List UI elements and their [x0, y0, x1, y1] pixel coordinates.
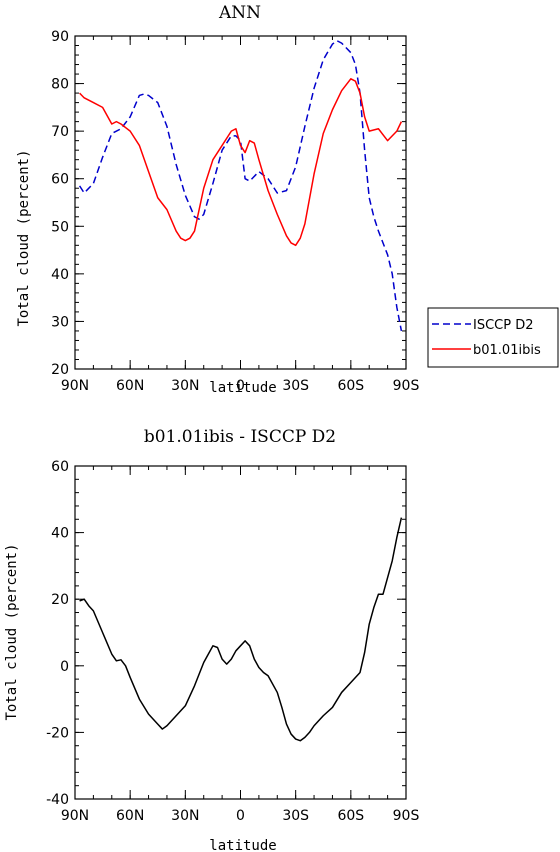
- x-tick-label: 60N: [116, 808, 144, 824]
- x-tick-label: 90N: [61, 378, 89, 394]
- y-tick-label: -20: [46, 725, 69, 741]
- chart-panel-annual-cloud: ANN Total cloud (percent) latitude 20 30 4…: [16, 3, 559, 396]
- y-tick-label: -40: [46, 792, 69, 808]
- y-tick-label: 60: [51, 172, 69, 188]
- legend-box: [427, 307, 559, 368]
- y-tick-label: 40: [51, 267, 69, 283]
- chart-title-diff: b01.01ibis - ISCCP D2: [144, 427, 336, 447]
- y-tick-label: 30: [51, 314, 69, 330]
- legend-label-b01: b01.01ibis: [473, 343, 541, 358]
- plot-frame: [74, 35, 407, 370]
- x-tick-label: 90S: [393, 808, 420, 824]
- x-tick-label: 90N: [61, 808, 89, 824]
- y-axis-label: Total cloud (percent): [4, 543, 20, 720]
- x-tick-label: 30N: [171, 378, 199, 394]
- series-line-b01-01ibis: [79, 78, 403, 247]
- axes-ticks: 20 30 40 50 60 70 80 90 90N 60N 30N 0 30S 60S 90S: [51, 29, 419, 394]
- x-tick-label: 0: [236, 808, 245, 824]
- x-tick-label: 60S: [337, 378, 364, 394]
- chart-title-ann: ANN: [218, 3, 261, 23]
- y-tick-label: 80: [51, 77, 69, 93]
- plot-frame: [74, 465, 407, 800]
- series-line-difference: [79, 517, 403, 742]
- y-tick-label: 70: [51, 124, 69, 140]
- y-axis-label: Total cloud (percent): [16, 149, 32, 326]
- legend: ISCCP D2 b01.01ibis: [427, 307, 559, 368]
- y-tick-label: 60: [51, 459, 69, 475]
- x-tick-label: 30S: [282, 808, 309, 824]
- x-tick-label: 30N: [171, 808, 199, 824]
- chart-panel-difference: b01.01ibis - ISCCP D2 Total cloud (perce…: [4, 427, 419, 852]
- y-tick-label: 40: [51, 526, 69, 542]
- y-tick-label: 20: [51, 362, 69, 378]
- y-tick-label: 20: [51, 592, 69, 608]
- legend-label-isccp: ISCCP D2: [473, 318, 534, 333]
- x-tick-label: 30S: [282, 378, 309, 394]
- series-line-isccp-d2: [78, 40, 403, 332]
- series-lines: [78, 40, 403, 332]
- y-tick-label: 90: [51, 29, 69, 45]
- x-tick-label: 60S: [337, 808, 364, 824]
- x-axis-label: latitude: [209, 380, 276, 396]
- y-tick-label: 0: [60, 659, 69, 675]
- x-tick-label: 90S: [393, 378, 420, 394]
- x-tick-label: 60N: [116, 378, 144, 394]
- x-tick-label: 0: [236, 378, 245, 394]
- axes-ticks: -40 -20 0 20 40 60 90N 60N 30N 0 30S 60S 90S: [46, 459, 419, 824]
- series-lines: [79, 517, 403, 742]
- y-tick-label: 50: [51, 219, 69, 235]
- x-axis-label: latitude: [209, 838, 276, 852]
